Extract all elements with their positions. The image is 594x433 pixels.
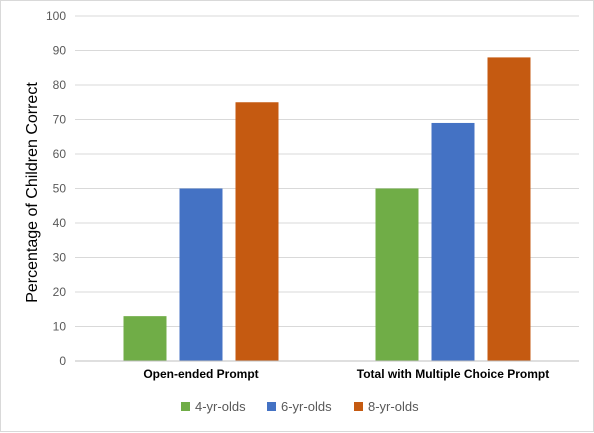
y-tick-label: 40 [53, 216, 67, 230]
bar [431, 122, 475, 361]
y-axis-label: Percentage of Children Correct [24, 82, 41, 303]
y-tick-label: 80 [53, 78, 67, 92]
legend-swatch [354, 402, 363, 411]
bar [123, 316, 167, 361]
x-axis-categories: Open-ended Prompt Total with Multiple Cho… [143, 367, 549, 381]
bar [375, 188, 419, 361]
y-tick-label: 10 [53, 320, 67, 334]
legend-label: 8-yr-olds [368, 399, 419, 414]
y-tick-label: 90 [53, 44, 67, 58]
y-tick-label: 60 [53, 147, 67, 161]
bars [123, 57, 531, 362]
y-axis-ticks: 0 10 20 30 40 50 60 70 80 90 100 [46, 9, 66, 368]
y-tick-label: 30 [53, 251, 67, 265]
bar [235, 102, 279, 361]
x-category-label: Open-ended Prompt [143, 367, 258, 381]
gridlines [75, 15, 579, 327]
y-tick-label: 50 [53, 182, 67, 196]
legend-label: 6-yr-olds [281, 399, 332, 414]
legend-swatch [181, 402, 190, 411]
y-tick-label: 100 [46, 9, 66, 23]
legend-label: 4-yr-olds [195, 399, 246, 414]
y-tick-label: 0 [59, 354, 66, 368]
bar [179, 188, 223, 361]
y-tick-label: 20 [53, 285, 67, 299]
y-tick-label: 70 [53, 113, 67, 127]
legend-swatch [267, 402, 276, 411]
x-category-label: Total with Multiple Choice Prompt [357, 367, 549, 381]
bar [487, 57, 531, 362]
legend: 4-yr-olds 6-yr-olds 8-yr-olds [181, 399, 419, 414]
